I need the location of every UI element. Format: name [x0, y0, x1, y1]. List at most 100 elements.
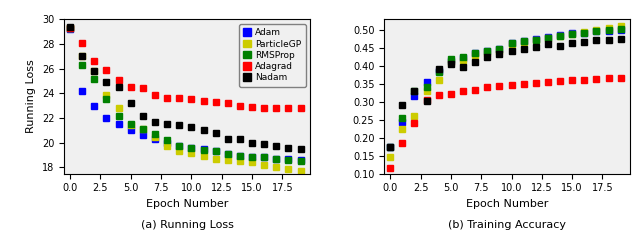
ParticleGP [435, 78, 443, 81]
Adagrad [175, 97, 183, 100]
Adam [102, 117, 110, 120]
Nadam [212, 131, 220, 134]
RMSProp [399, 116, 406, 119]
RMSProp [471, 52, 479, 54]
Nadam [387, 145, 394, 148]
Adagrad [580, 78, 588, 81]
ParticleGP [544, 37, 552, 40]
Adagrad [399, 141, 406, 144]
Adagrad [236, 104, 244, 107]
ParticleGP [532, 39, 540, 41]
Adam [399, 120, 406, 123]
Adagrad [508, 83, 515, 86]
Adam [520, 39, 527, 42]
ParticleGP [617, 25, 625, 27]
Adagrad [200, 99, 207, 102]
Nadam [568, 41, 576, 44]
ParticleGP [520, 41, 527, 44]
Adam [423, 80, 431, 83]
RMSProp [544, 36, 552, 39]
Adagrad [411, 122, 419, 125]
Adam [139, 134, 147, 137]
Adam [66, 28, 74, 31]
RMSProp [297, 160, 305, 163]
Adam [224, 152, 232, 155]
Nadam [127, 102, 134, 105]
Adam [273, 157, 280, 160]
RMSProp [285, 159, 292, 161]
Nadam [605, 38, 612, 41]
Text: (b) Training Accuracy: (b) Training Accuracy [448, 220, 566, 230]
Adam [163, 141, 171, 144]
ParticleGP [447, 61, 454, 64]
Nadam [556, 44, 564, 47]
Adam [568, 32, 576, 35]
Adam [285, 157, 292, 160]
Adam [411, 95, 419, 98]
RMSProp [495, 48, 503, 51]
X-axis label: Epoch Number: Epoch Number [146, 199, 228, 209]
Adagrad [471, 89, 479, 92]
Nadam [285, 146, 292, 149]
RMSProp [90, 77, 98, 80]
Nadam [151, 120, 159, 123]
RMSProp [224, 152, 232, 155]
Nadam [593, 39, 600, 42]
Nadam [78, 55, 86, 58]
Y-axis label: Running Loss: Running Loss [26, 60, 36, 133]
RMSProp [151, 133, 159, 135]
Adam [544, 35, 552, 38]
Adagrad [248, 106, 256, 108]
Nadam [617, 37, 625, 40]
Nadam [139, 114, 147, 117]
RMSProp [459, 55, 467, 58]
Adam [175, 145, 183, 148]
Line: Nadam: Nadam [387, 35, 624, 150]
X-axis label: Epoch Number: Epoch Number [466, 199, 548, 209]
Nadam [248, 141, 256, 144]
RMSProp [115, 114, 122, 117]
Adagrad [435, 93, 443, 96]
RMSProp [605, 28, 612, 31]
ParticleGP [175, 150, 183, 153]
Adam [248, 156, 256, 159]
Nadam [423, 100, 431, 102]
Adagrad [605, 77, 612, 80]
Adagrad [297, 107, 305, 110]
ParticleGP [399, 127, 406, 130]
ParticleGP [387, 156, 394, 159]
ParticleGP [411, 115, 419, 118]
RMSProp [483, 50, 491, 53]
Nadam [175, 124, 183, 127]
Nadam [508, 50, 515, 53]
Adagrad [163, 97, 171, 100]
Adam [508, 41, 515, 44]
Line: Adam: Adam [387, 27, 624, 150]
Nadam [273, 145, 280, 148]
ParticleGP [115, 107, 122, 110]
Nadam [459, 66, 467, 68]
ParticleGP [163, 145, 171, 148]
Nadam [224, 138, 232, 141]
RMSProp [556, 34, 564, 37]
Nadam [66, 25, 74, 28]
Nadam [90, 70, 98, 73]
Adam [115, 123, 122, 126]
RMSProp [435, 71, 443, 74]
RMSProp [260, 156, 268, 159]
RMSProp [423, 85, 431, 88]
RMSProp [273, 157, 280, 160]
Adam [260, 156, 268, 159]
Adagrad [532, 81, 540, 84]
Nadam [411, 90, 419, 93]
Nadam [580, 40, 588, 43]
ParticleGP [151, 135, 159, 138]
Nadam [399, 104, 406, 107]
Adagrad [90, 60, 98, 63]
Line: Adam: Adam [67, 26, 304, 163]
Adam [471, 52, 479, 55]
Adam [151, 138, 159, 141]
Line: RMSProp: RMSProp [387, 26, 624, 150]
ParticleGP [78, 55, 86, 58]
ParticleGP [200, 155, 207, 158]
